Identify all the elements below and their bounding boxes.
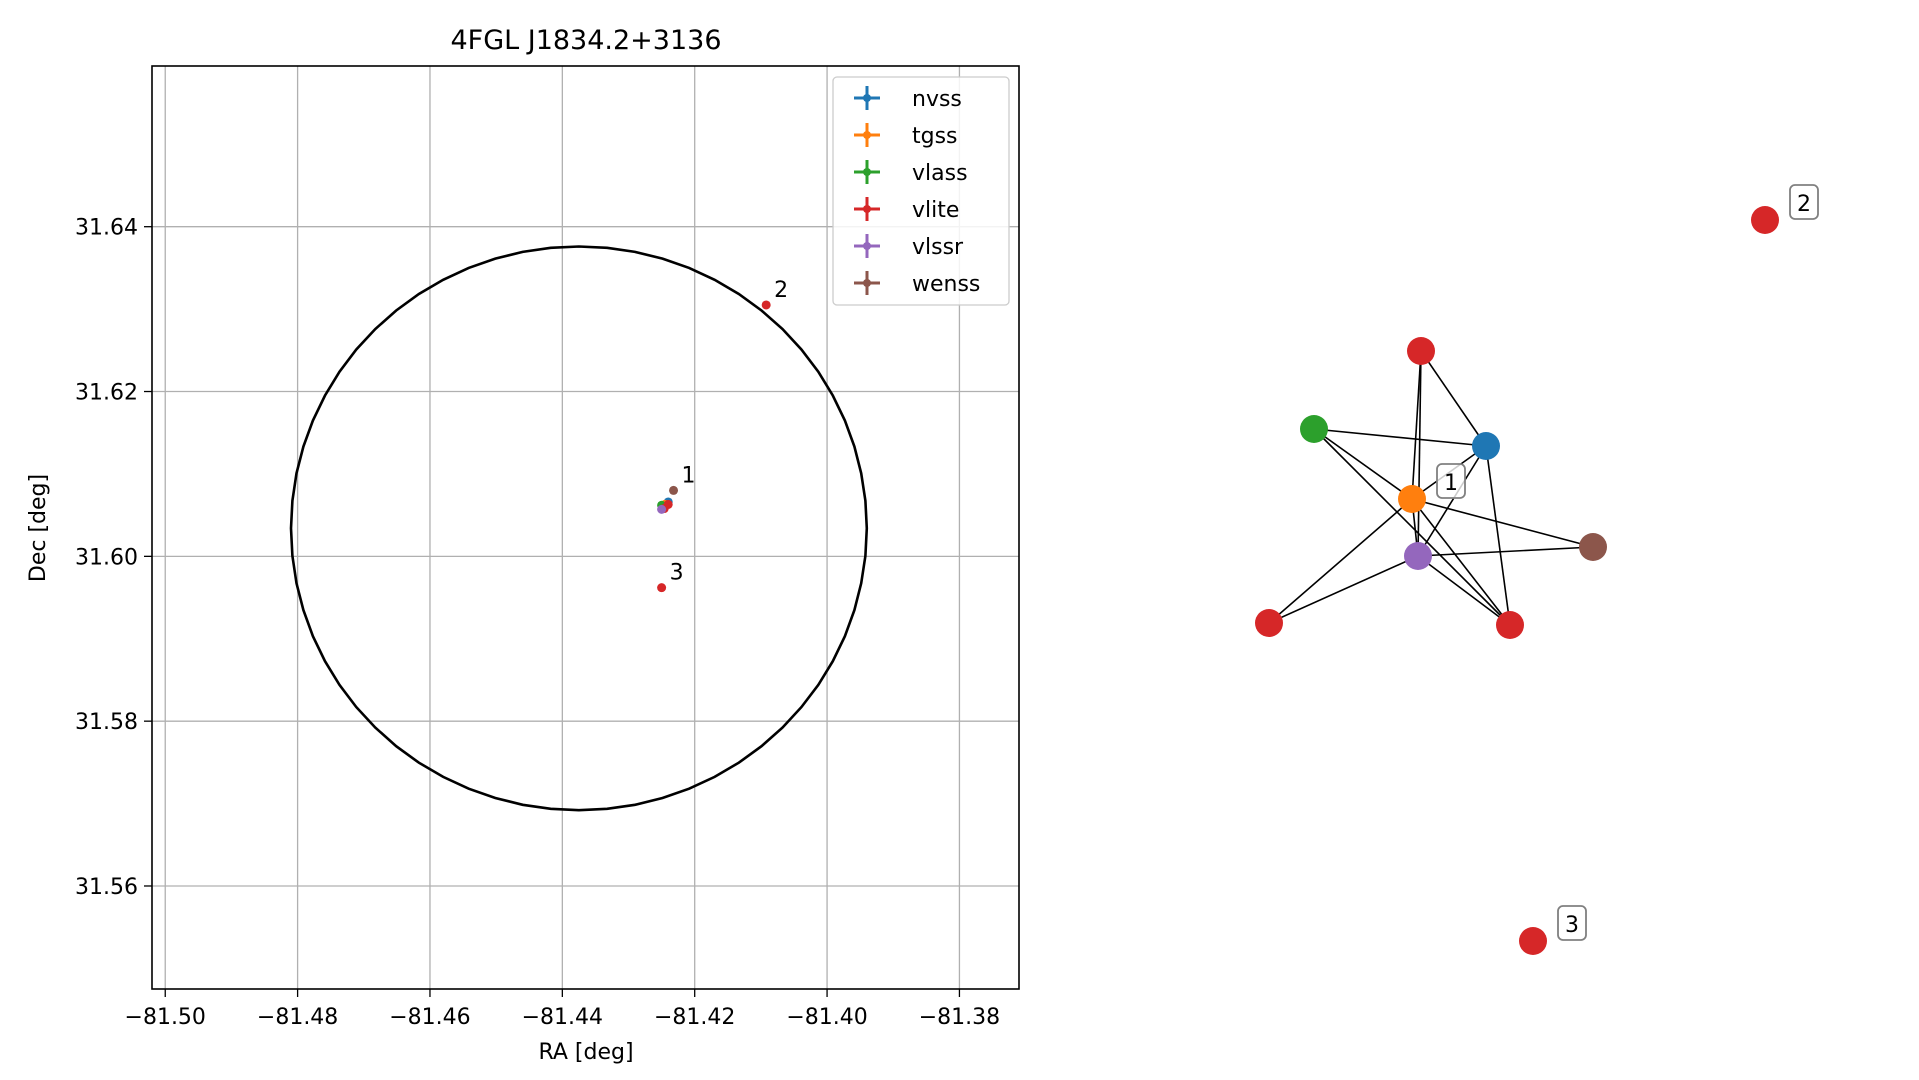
network-node-vlite xyxy=(1751,206,1779,234)
data-point-vlite xyxy=(761,300,771,310)
scatter-panel: 4FGL J1834.2+3136 1 2 3 −81.50 −81.48 −81.46… xyxy=(26,25,1020,1065)
network-edge xyxy=(1417,555,1511,626)
network-label-box xyxy=(1557,905,1587,941)
y-tick-label: 31.62 xyxy=(75,381,138,406)
legend-marker-dot xyxy=(863,94,871,102)
network-edge xyxy=(1417,350,1422,557)
data-point-vlite xyxy=(657,583,667,593)
data-point-vlssr xyxy=(657,504,667,514)
point-label: 1 xyxy=(682,463,696,488)
network-labels: 1 2 3 xyxy=(1436,184,1819,941)
legend-label-wenss: wenss xyxy=(912,272,980,297)
data-point-wenss xyxy=(669,485,679,495)
point-label: 2 xyxy=(774,278,788,303)
legend: nvss tgss vlass vlite vlssr wenss xyxy=(832,76,1010,306)
x-tick-label: −81.38 xyxy=(919,1005,1000,1030)
x-axis-label: RA [deg] xyxy=(538,1040,633,1065)
network-edge xyxy=(1417,445,1487,557)
error-circle xyxy=(289,245,869,812)
network-node-label: 3 xyxy=(1565,913,1579,938)
x-tick-label: −81.46 xyxy=(389,1005,470,1030)
y-tick-label: 31.64 xyxy=(75,216,138,241)
network-edge xyxy=(1411,498,1511,626)
network-node-tgss xyxy=(1398,485,1426,513)
x-tick-label: −81.44 xyxy=(522,1005,603,1030)
legend-label-vlite: vlite xyxy=(912,198,959,223)
plot-frame xyxy=(151,65,1020,990)
network-nodes xyxy=(1255,206,1779,955)
network-edge xyxy=(1313,428,1487,447)
network-edge xyxy=(1268,555,1419,624)
x-tick-label: −81.42 xyxy=(654,1005,735,1030)
network-edge xyxy=(1268,498,1413,624)
network-edges xyxy=(1268,350,1594,626)
network-node-label: 1 xyxy=(1444,471,1458,496)
legend-label-tgss: tgss xyxy=(912,124,958,149)
legend-marker-dot xyxy=(863,131,871,139)
network-node-wenss xyxy=(1579,533,1607,561)
network-edge xyxy=(1420,350,1487,447)
legend-marker-dot xyxy=(863,168,871,176)
legend-label-vlssr: vlssr xyxy=(912,235,964,260)
y-axis-ticks: 31.56 31.58 31.60 31.62 31.64 xyxy=(75,216,152,900)
x-tick-label: −81.40 xyxy=(786,1005,867,1030)
network-label-box xyxy=(1436,463,1466,499)
y-axis-label: Dec [deg] xyxy=(26,474,51,582)
legend-marker-dot xyxy=(863,205,871,213)
legend-label-nvss: nvss xyxy=(912,87,962,112)
network-node-vlite xyxy=(1407,337,1435,365)
legend-marker-dot xyxy=(863,279,871,287)
x-tick-label: −81.48 xyxy=(257,1005,338,1030)
y-tick-label: 31.58 xyxy=(75,710,138,735)
chart-title: 4FGL J1834.2+3136 xyxy=(450,25,721,56)
legend-marker-dot xyxy=(863,242,871,250)
network-edge xyxy=(1411,350,1422,500)
x-tick-label: −81.50 xyxy=(125,1005,206,1030)
network-edge xyxy=(1411,498,1594,548)
network-node-vlass xyxy=(1300,415,1328,443)
network-node-vlite xyxy=(1255,609,1283,637)
x-axis-ticks: −81.50 −81.48 −81.46 −81.44 −81.42 −81.40 −81.… xyxy=(125,989,1000,1030)
network-node-vlssr xyxy=(1404,542,1432,570)
network-node-vlite xyxy=(1496,611,1524,639)
network-node-label: 2 xyxy=(1797,192,1811,217)
network-node-nvss xyxy=(1472,432,1500,460)
network-node-vlite xyxy=(1519,927,1547,955)
point-labels: 1 2 3 xyxy=(670,278,789,586)
network-panel: 1 2 3 xyxy=(1255,184,1819,955)
legend-label-vlass: vlass xyxy=(912,161,968,186)
network-label-box xyxy=(1789,184,1819,220)
network-edge xyxy=(1485,445,1511,626)
network-edge xyxy=(1313,428,1413,500)
data-points xyxy=(657,300,771,593)
y-tick-label: 31.60 xyxy=(75,545,138,570)
network-edge xyxy=(1417,546,1594,557)
network-edge xyxy=(1313,428,1511,626)
grid-lines xyxy=(152,66,1019,989)
point-label: 3 xyxy=(670,561,684,586)
y-tick-label: 31.56 xyxy=(75,875,138,900)
